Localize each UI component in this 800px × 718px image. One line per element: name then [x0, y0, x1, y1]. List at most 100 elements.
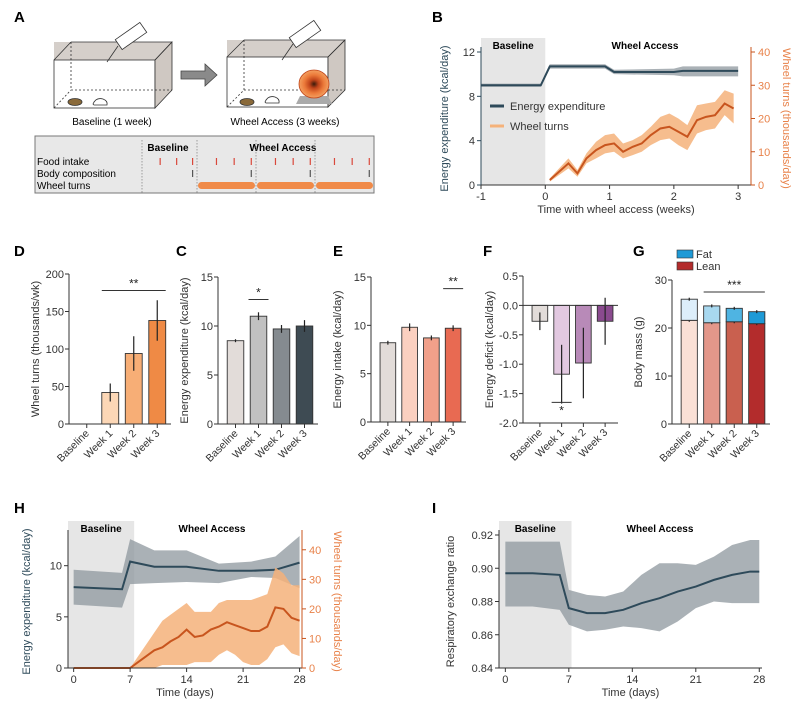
y-axis-label: Energy deficit (kcal/day): [484, 291, 496, 408]
x-tick-label: 14: [626, 674, 638, 686]
significance-marker: **: [129, 277, 139, 291]
schedule-row-food-intake: Food intake: [37, 157, 90, 168]
y-axis-label: Body mass (g): [633, 317, 645, 388]
schedule-row-wheel-turns: Wheel turns: [37, 181, 90, 192]
wheel-turns-bar: [257, 182, 314, 189]
y-axis-label: Energy expenditure (kcal/day): [21, 528, 33, 674]
y2-axis-label: Wheel turns (thousands/day): [331, 531, 343, 672]
schedule-row-body-composition: Body composition: [37, 169, 116, 180]
y-tick-label: 0: [469, 180, 475, 192]
error-band-wheel-turns: [549, 90, 734, 182]
x-tick-label: 14: [180, 674, 192, 686]
series-line-wheel-turns: [73, 606, 300, 669]
y2-tick-label: 0: [309, 663, 315, 675]
y-axis-label: Energy intake (kcal/day): [332, 291, 344, 409]
y2-tick-label: 30: [309, 574, 321, 586]
y-tick-label: 0.84: [472, 663, 493, 675]
y-axis-label: Energy expenditure (kcal/day): [439, 45, 451, 191]
x-axis-label: Time (days): [156, 687, 214, 699]
bar-fat: [748, 311, 766, 325]
y-tick-label: -0.5: [499, 330, 518, 342]
error-band-wheel-turns: [73, 567, 300, 668]
y-tick-label: 50: [52, 382, 64, 394]
x-tick-label: 21: [690, 674, 702, 686]
x-tick-label: 3: [735, 191, 741, 203]
bar-fat: [725, 307, 743, 323]
wheel-turns-bar: [316, 182, 373, 189]
series-line-energy: [481, 65, 739, 87]
bar: [444, 327, 462, 423]
y-tick-label: 0: [360, 417, 366, 429]
error-band-energy: [481, 64, 739, 87]
x-tick-label: -1: [476, 191, 486, 203]
y2-tick-label: 10: [309, 633, 321, 645]
x-tick-label: 21: [237, 674, 249, 686]
cage-baseline-label: Baseline (1 week): [72, 117, 151, 128]
series-line-energy: [505, 570, 760, 615]
schedule-header-wheel: Wheel Access: [250, 143, 317, 154]
x-tick-label: 0: [542, 191, 548, 203]
series-line-wheel-turns: [549, 102, 735, 181]
y-tick-label: 0.86: [472, 630, 493, 642]
bar: [379, 342, 397, 423]
y2-tick-label: 20: [758, 114, 770, 126]
y-tick-label: 4: [469, 136, 475, 148]
schedule-header-baseline: Baseline: [147, 143, 189, 154]
x-tick-label: 7: [566, 674, 572, 686]
y-tick-label: 0: [56, 663, 62, 675]
panel-letter-g: G: [633, 243, 645, 260]
y-tick-label: 15: [201, 272, 213, 284]
series-line-energy: [73, 560, 300, 591]
y2-axis-label: Wheel turns (thousands/day): [780, 48, 792, 189]
region-label-wheel-access: Wheel Access: [627, 524, 694, 535]
panel-letter-e: E: [333, 243, 343, 260]
y-tick-label: 12: [463, 47, 475, 59]
y-axis-label: Respiratory exchange ratio: [445, 536, 457, 667]
water-bottle-icon: [281, 19, 322, 61]
baseline-shaded-region: [481, 38, 546, 185]
panel-letter-c: C: [176, 243, 187, 260]
wheel-turns-bar: [198, 182, 255, 189]
y2-tick-label: 20: [309, 604, 321, 616]
y-tick-label: 0: [58, 419, 64, 431]
x-tick-label: 1: [607, 191, 613, 203]
water-bottle-icon: [106, 21, 148, 63]
y-tick-label: 0: [207, 419, 213, 431]
panel-letter-h: H: [14, 500, 25, 517]
region-label-baseline: Baseline: [515, 524, 557, 535]
y-tick-label: 5: [56, 612, 62, 624]
arrow-icon: [180, 63, 218, 87]
y-axis-label: Wheel turns (thousands/wk): [30, 281, 42, 417]
region-label-baseline: Baseline: [81, 524, 123, 535]
panel-letter-d: D: [14, 243, 25, 260]
y2-tick-label: 0: [758, 180, 764, 192]
bar-lean: [680, 319, 698, 425]
x-tick-label: 7: [127, 674, 133, 686]
chart-h: Baseline Wheel Access 0 5 10 Energy expenditu…: [21, 521, 343, 699]
y-tick-label: 15: [354, 272, 366, 284]
legend-label: Wheel turns: [510, 121, 569, 133]
y2-tick-label: 10: [758, 147, 770, 159]
y2-tick-label: 40: [309, 545, 321, 557]
y-tick-label: 10: [50, 561, 62, 573]
x-tick-label: Baseline: [55, 428, 92, 465]
y-axis-label: Energy expenditure (kcal/day): [179, 277, 191, 423]
legend-swatch-fat: [676, 249, 694, 259]
bar: [249, 315, 268, 425]
food-bowl-icon: [67, 98, 83, 106]
panel-a: Baseline (1 week) Wheel Access (3 weeks)…: [34, 19, 375, 194]
significance-marker: *: [559, 403, 564, 417]
x-axis-label: Time with wheel access (weeks): [537, 204, 694, 216]
bar: [272, 328, 291, 425]
y-tick-label: 0.0: [503, 300, 518, 312]
y-tick-label: 100: [46, 344, 64, 356]
mouse-icon: [92, 98, 108, 106]
panel-letter-f: F: [483, 243, 492, 260]
legend-label: Energy expenditure: [510, 101, 605, 113]
bar: [226, 340, 245, 425]
